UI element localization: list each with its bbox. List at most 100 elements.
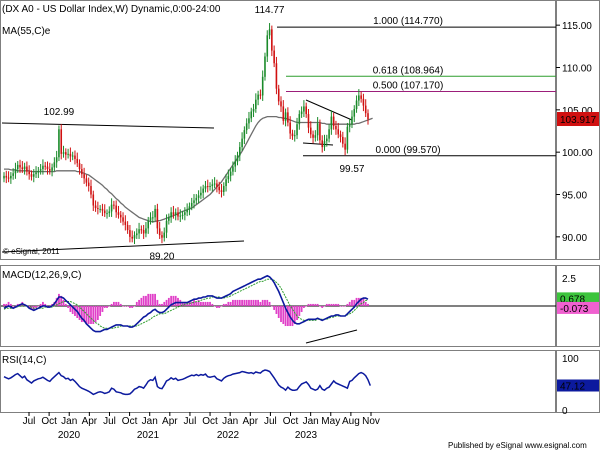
price-tick-label: 110.00: [562, 64, 592, 75]
candle-body: [124, 221, 127, 225]
candle-body: [305, 106, 307, 115]
candle-body: [211, 184, 214, 187]
macd-histogram-bar: [170, 295, 173, 306]
candle-body: [147, 220, 150, 229]
macd-histogram-bar: [307, 303, 310, 306]
rsi-indicator: [3, 369, 371, 396]
candle-body: [184, 212, 186, 215]
candle-body: [289, 122, 291, 134]
time-tick-label: Oct: [122, 416, 138, 427]
macd-value-badge: [557, 292, 599, 305]
candle-body: [307, 114, 310, 128]
macd-histogram-bar: [147, 293, 150, 306]
candle-body: [248, 118, 250, 124]
candle-body: [280, 101, 282, 107]
candle-body: [202, 188, 204, 193]
macd-histogram-bar: [190, 301, 193, 306]
time-tick-label: Jul: [264, 416, 277, 427]
candle-body: [21, 167, 24, 170]
candle-body: [122, 217, 124, 222]
macd-histogram-bar: [241, 299, 243, 306]
macd-histogram-bar: [101, 305, 104, 312]
candle-body: [126, 224, 129, 231]
macd-histogram-bar: [364, 301, 367, 306]
macd-histogram-bar: [158, 303, 161, 306]
macd-histogram-bar: [355, 297, 358, 306]
macd-histogram-bar: [229, 301, 232, 306]
fibonacci-levels: 1.000 (114.770) 0.618 (108.964) 0.500 (107…: [277, 16, 556, 157]
macd-histogram-value: -0.073: [560, 304, 589, 315]
time-tick-label: Jul: [184, 416, 197, 427]
macd-histogram-bar: [108, 305, 111, 307]
macd-histogram-bar: [314, 303, 317, 306]
candle-body: [46, 166, 49, 170]
macd-histogram-bar: [335, 303, 337, 306]
macd-histogram-bar: [232, 299, 234, 306]
candle-body: [335, 125, 337, 130]
macd-histogram-bar: [110, 303, 113, 306]
candle-body: [119, 214, 122, 218]
time-tick-label: Oct: [202, 416, 218, 427]
ma-legend: MA(55,C)e: [2, 26, 51, 37]
macd-histogram-bar: [71, 305, 74, 314]
candle-body: [321, 140, 324, 148]
macd-histogram-bar: [181, 301, 184, 306]
macd-histogram-bar: [330, 303, 333, 306]
macd-histogram-bar: [37, 305, 40, 307]
candle-body: [348, 124, 351, 127]
macd-histogram-bar: [300, 305, 303, 312]
candle-body: [277, 88, 280, 102]
last-price-badge: [557, 112, 599, 127]
macd-histogram-bar: [9, 303, 12, 306]
time-tick-label: Aug: [342, 416, 360, 427]
price-axis: 115.00 110.00 105.00 100.00 95.00 90.00 103.91…: [556, 21, 599, 244]
macd-histogram-bar: [316, 303, 319, 306]
candle-body: [87, 182, 90, 187]
macd-histogram-bar: [346, 303, 349, 306]
chart-title: (DX A0 - US Dollar Index,W) Dynamic,0:00…: [2, 4, 221, 15]
candle-body: [309, 127, 312, 135]
candle-body: [69, 153, 72, 157]
macd-histogram-bar: [273, 305, 276, 310]
macd-histogram-bar: [42, 301, 44, 306]
candle-body: [232, 166, 234, 172]
candle-body: [351, 116, 353, 125]
price-panel-frame: [0, 0, 556, 260]
macd-legend: MACD(12,26,9,C): [2, 270, 81, 281]
macd-histogram-bar: [257, 299, 260, 306]
candle-body: [241, 138, 243, 148]
candle-body: [168, 217, 170, 221]
candle-body: [108, 211, 111, 214]
macd-histogram-bar: [218, 305, 221, 308]
macd-histogram-bar: [90, 305, 92, 325]
candle-body: [32, 174, 35, 177]
macd-histogram-bar: [211, 303, 214, 306]
candle-body: [23, 166, 26, 170]
macd-histogram-bar: [305, 305, 308, 307]
candle-body: [30, 174, 33, 177]
candle-body: [332, 116, 335, 126]
time-tick-label: Oct: [41, 416, 57, 427]
candle-body: [138, 229, 140, 234]
macd-histogram-bar: [64, 303, 67, 306]
macd-histogram-bar: [161, 303, 163, 306]
macd-histogram-bar: [58, 293, 60, 306]
macd-histogram-bar: [206, 301, 209, 306]
macd-histogram-bar: [135, 301, 138, 306]
fib-label: 0.618 (108.964): [373, 65, 444, 76]
candle-body: [172, 212, 175, 215]
macd-axis: 2.500.678-0.073: [557, 274, 599, 315]
macd-histogram-bar: [227, 301, 230, 306]
candle-body: [48, 169, 51, 171]
candle-body: [85, 178, 88, 183]
candle-body: [28, 171, 30, 175]
candle-body: [99, 208, 101, 210]
candle-body: [55, 157, 58, 163]
candle-body: [103, 210, 106, 214]
candle-body: [213, 183, 216, 185]
rsi-tick-label: 100: [562, 354, 579, 365]
macd-histogram-bar: [309, 303, 312, 306]
macd-histogram-bar: [174, 295, 177, 306]
candle-body: [200, 192, 202, 196]
macd-histogram-bar: [282, 305, 285, 325]
